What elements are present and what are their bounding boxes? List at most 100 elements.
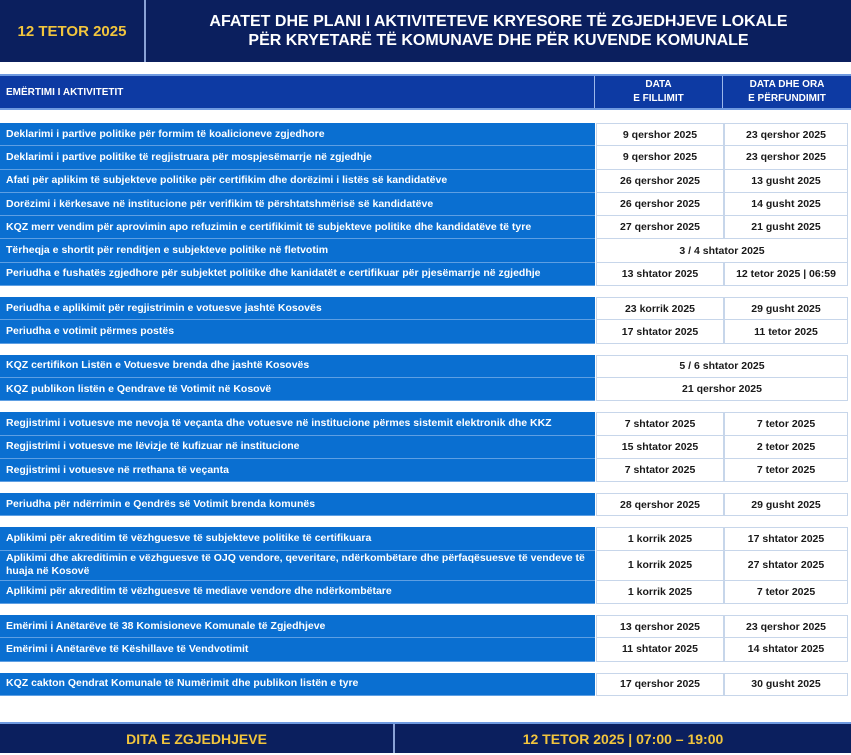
table-group: Deklarimi i partive politike për formim … bbox=[0, 123, 851, 287]
end-date: 29 gusht 2025 bbox=[724, 493, 848, 517]
end-date: 23 qershor 2025 bbox=[724, 123, 848, 147]
activity-name: Periudha e fushatës zgjedhore për subjek… bbox=[0, 262, 595, 287]
start-date: 17 shtator 2025 bbox=[596, 320, 724, 344]
activity-name: KQZ certifikon Listën e Votuesve brenda … bbox=[0, 354, 595, 378]
start-date: 11 shtator 2025 bbox=[596, 638, 724, 662]
table-row: Regjistrimi i votuesve me nevoja të veça… bbox=[0, 412, 851, 436]
table-group: KQZ certifikon Listën e Votuesve brenda … bbox=[0, 354, 851, 402]
table-row: Emërimi i Anëtarëve të Këshillave të Ven… bbox=[0, 638, 851, 662]
election-day-datetime: 12 TETOR 2025 | 07:00 – 19:00 bbox=[522, 730, 724, 747]
page-title: AFATET DHE PLANI I AKTIVITETEVE KRYESORE… bbox=[146, 0, 851, 62]
start-date: 17 qershor 2025 bbox=[596, 672, 724, 696]
end-date: 23 qershor 2025 bbox=[724, 146, 848, 170]
table-group: Periudha për ndërrimin e Qendrës së Voti… bbox=[0, 493, 851, 517]
end-date: 30 gusht 2025 bbox=[724, 672, 848, 696]
end-date: 2 tetor 2025 bbox=[724, 435, 848, 459]
title-banner: 12 TETOR 2025 AFATET DHE PLANI I AKTIVIT… bbox=[0, 0, 851, 62]
end-date: 12 tetor 2025 | 06:59 bbox=[724, 262, 848, 287]
activity-name: Emërimi i Anëtarëve të 38 Komisioneve Ko… bbox=[0, 615, 595, 639]
end-date: 7 tetor 2025 bbox=[724, 458, 848, 483]
header-activity: EMËRTIMI I AKTIVITETIT bbox=[0, 76, 595, 108]
end-date: 11 tetor 2025 bbox=[724, 320, 848, 344]
table-row: Regjistrimi i votuesve me lëvizje të kuf… bbox=[0, 435, 851, 459]
activity-name: KQZ cakton Qendrat Komunale të Numërimit… bbox=[0, 672, 595, 696]
end-date: 14 shtator 2025 bbox=[724, 638, 848, 662]
activity-name: Periudha e aplikimit për regjistrimin e … bbox=[0, 297, 595, 321]
date-merged: 3 / 4 shtator 2025 bbox=[596, 239, 848, 263]
end-date: 29 gusht 2025 bbox=[724, 297, 848, 321]
table-row: KQZ certifikon Listën e Votuesve brenda … bbox=[0, 354, 851, 378]
start-date: 7 shtator 2025 bbox=[596, 412, 724, 436]
activity-name: Aplikimi për akreditim të vëzhguesve të … bbox=[0, 580, 595, 605]
start-date: 15 shtator 2025 bbox=[596, 435, 724, 459]
start-date: 27 qershor 2025 bbox=[596, 216, 724, 240]
table-row: Regjistrimi i votuesve në rrethana të ve… bbox=[0, 458, 851, 483]
column-headers: EMËRTIMI I AKTIVITETIT DATA E FILLIMIT DA… bbox=[0, 74, 851, 110]
table-row: Dorëzimi i kërkesave në institucione për… bbox=[0, 192, 851, 217]
table-group: Regjistrimi i votuesve me nevoja të veça… bbox=[0, 412, 851, 483]
start-date: 1 korrik 2025 bbox=[596, 550, 724, 581]
activity-name: Emërimi i Anëtarëve të Këshillave të Ven… bbox=[0, 638, 595, 662]
table-row: Periudha e votimit përmes postës 17 shtat… bbox=[0, 320, 851, 344]
table-row: Afati për aplikim të subjekteve politike… bbox=[0, 169, 851, 193]
activity-name: KQZ publikon listën e Qendrave të Votimi… bbox=[0, 377, 595, 402]
table-group: Emërimi i Anëtarëve të 38 Komisioneve Ko… bbox=[0, 615, 851, 662]
start-date: 1 korrik 2025 bbox=[596, 527, 724, 551]
start-date: 13 qershor 2025 bbox=[596, 615, 724, 639]
activity-name: Deklarimi i partive politike të regjistr… bbox=[0, 146, 595, 170]
start-date: 13 shtator 2025 bbox=[596, 262, 724, 287]
election-day-label: DITA E ZGJEDHJEVE bbox=[0, 724, 395, 753]
start-date: 28 qershor 2025 bbox=[596, 493, 724, 517]
election-day-bar: DITA E ZGJEDHJEVE 12 TETOR 2025 | 07:00 … bbox=[0, 722, 851, 753]
end-date: 23 qershor 2025 bbox=[724, 615, 848, 639]
activity-name: Periudha e votimit përmes postës bbox=[0, 320, 595, 344]
header-end-date: DATA DHE ORA E PËRFUNDIMIT bbox=[748, 79, 826, 104]
table-row: KQZ publikon listën e Qendrave të Votimi… bbox=[0, 377, 851, 402]
table-row: Periudha e aplikimit për regjistrimin e … bbox=[0, 297, 851, 321]
table-row: Deklarimi i partive politike të regjistr… bbox=[0, 146, 851, 170]
activity-name: KQZ merr vendim për aprovimin apo refuzi… bbox=[0, 216, 595, 240]
title-line-1: AFATET DHE PLANI I AKTIVITETEVE KRYESORE… bbox=[209, 13, 788, 30]
start-date: 23 korrik 2025 bbox=[596, 297, 724, 321]
schedule-table: Deklarimi i partive politike për formim … bbox=[0, 123, 851, 707]
header-start-date: DATA E FILLIMIT bbox=[595, 76, 723, 108]
start-date: 1 korrik 2025 bbox=[596, 580, 724, 605]
activity-name: Aplikimi dhe akreditimin e vëzhguesve të… bbox=[0, 550, 595, 581]
end-date: 14 gusht 2025 bbox=[724, 192, 848, 217]
end-date: 21 gusht 2025 bbox=[724, 216, 848, 240]
date-merged: 21 qershor 2025 bbox=[596, 377, 848, 402]
activity-name: Regjistrimi i votuesve me lëvizje të kuf… bbox=[0, 435, 595, 459]
table-row: Aplikimi për akreditim të vëzhguesve të … bbox=[0, 527, 851, 551]
date-merged: 5 / 6 shtator 2025 bbox=[596, 354, 848, 378]
activity-name: Afati për aplikim të subjekteve politike… bbox=[0, 169, 595, 193]
table-row: Periudha e fushatës zgjedhore për subjek… bbox=[0, 262, 851, 287]
start-date: 9 qershor 2025 bbox=[596, 123, 724, 147]
end-date: 7 tetor 2025 bbox=[724, 412, 848, 436]
activity-name: Regjistrimi i votuesve në rrethana të ve… bbox=[0, 458, 595, 483]
activity-name: Regjistrimi i votuesve me nevoja të veça… bbox=[0, 412, 595, 436]
table-row: Periudha për ndërrimin e Qendrës së Voti… bbox=[0, 493, 851, 517]
start-date: 7 shtator 2025 bbox=[596, 458, 724, 483]
end-date: 13 gusht 2025 bbox=[724, 169, 848, 193]
table-row: Aplikimi për akreditim të vëzhguesve të … bbox=[0, 580, 851, 605]
activity-name: Dorëzimi i kërkesave në institucione për… bbox=[0, 192, 595, 217]
election-date: 12 TETOR 2025 bbox=[0, 0, 146, 62]
start-date: 26 qershor 2025 bbox=[596, 169, 724, 193]
end-date: 7 tetor 2025 bbox=[724, 580, 848, 605]
table-row: Aplikimi dhe akreditimin e vëzhguesve të… bbox=[0, 550, 851, 581]
table-group: Periudha e aplikimit për regjistrimin e … bbox=[0, 297, 851, 344]
table-row: Deklarimi i partive politike për formim … bbox=[0, 123, 851, 147]
activity-name: Aplikimi për akreditim të vëzhguesve të … bbox=[0, 527, 595, 551]
table-row: KQZ cakton Qendrat Komunale të Numërimit… bbox=[0, 672, 851, 696]
start-date: 26 qershor 2025 bbox=[596, 192, 724, 217]
table-row: KQZ merr vendim për aprovimin apo refuzi… bbox=[0, 216, 851, 240]
activity-name: Deklarimi i partive politike për formim … bbox=[0, 123, 595, 147]
table-group: KQZ cakton Qendrat Komunale të Numërimit… bbox=[0, 672, 851, 696]
activity-name: Tërheqja e shortit për renditjen e subje… bbox=[0, 239, 595, 263]
table-row: Emërimi i Anëtarëve të 38 Komisioneve Ko… bbox=[0, 615, 851, 639]
end-date: 17 shtator 2025 bbox=[724, 527, 848, 551]
title-line-2: PËR KRYETARË TË KOMUNAVE DHE PËR KUVENDE… bbox=[248, 32, 749, 49]
table-group: Aplikimi për akreditim të vëzhguesve të … bbox=[0, 527, 851, 605]
activity-name: Periudha për ndërrimin e Qendrës së Voti… bbox=[0, 493, 595, 517]
table-row: Tërheqja e shortit për renditjen e subje… bbox=[0, 239, 851, 263]
